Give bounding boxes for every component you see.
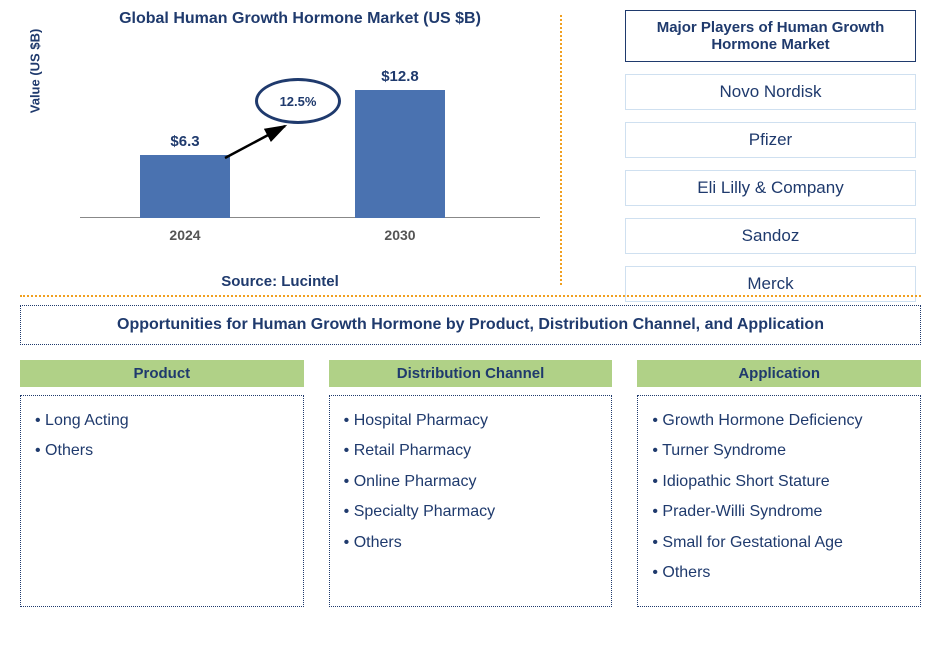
list-item: • Small for Gestational Age (652, 528, 906, 558)
x-label-2024: 2024 (140, 227, 230, 243)
list-item: • Turner Syndrome (652, 436, 906, 466)
chart-panel: Global Human Growth Hormone Market (US $… (0, 0, 600, 290)
players-panel: Major Players of Human Growth Hormone Ma… (600, 0, 941, 290)
bar-value-label: $12.8 (355, 68, 445, 85)
bar-value-label: $6.3 (140, 133, 230, 150)
opportunities-section: Opportunities for Human Growth Hormone b… (20, 305, 921, 607)
player-item: Eli Lilly & Company (625, 170, 916, 206)
product-column: Product • Long Acting • Others (20, 360, 304, 607)
bar-chart: Value (US $B) $6.3 2024 $12.8 2030 (80, 48, 580, 248)
bar-2030: $12.8 (355, 90, 445, 218)
distribution-column: Distribution Channel • Hospital Pharmacy… (329, 360, 613, 607)
list-item: • Others (652, 558, 906, 588)
player-item: Sandoz (625, 218, 916, 254)
column-body: • Long Acting • Others (20, 395, 304, 607)
horizontal-divider (20, 295, 921, 297)
x-label-2030: 2030 (355, 227, 445, 243)
list-item: • Specialty Pharmacy (344, 497, 598, 527)
list-item: • Long Acting (35, 406, 289, 436)
vertical-divider (560, 15, 562, 285)
list-item: • Prader-Willi Syndrome (652, 497, 906, 527)
application-column: Application • Growth Hormone Deficiency … (637, 360, 921, 607)
column-header: Product (20, 360, 304, 387)
column-body: • Growth Hormone Deficiency • Turner Syn… (637, 395, 921, 607)
growth-arrow-icon (220, 118, 300, 168)
bar-2024: $6.3 (140, 155, 230, 218)
list-item: • Growth Hormone Deficiency (652, 406, 906, 436)
list-item: • Others (344, 528, 598, 558)
list-item: • Others (35, 436, 289, 466)
column-body: • Hospital Pharmacy • Retail Pharmacy • … (329, 395, 613, 607)
chart-source: Source: Lucintel (0, 273, 560, 290)
opportunities-columns: Product • Long Acting • Others Distribut… (20, 360, 921, 607)
list-item: • Idiopathic Short Stature (652, 467, 906, 497)
player-item: Pfizer (625, 122, 916, 158)
player-item: Novo Nordisk (625, 74, 916, 110)
column-header: Distribution Channel (329, 360, 613, 387)
y-axis-label: Value (US $B) (28, 29, 43, 114)
list-item: • Retail Pharmacy (344, 436, 598, 466)
list-item: • Hospital Pharmacy (344, 406, 598, 436)
top-section: Global Human Growth Hormone Market (US $… (0, 0, 941, 290)
chart-title: Global Human Growth Hormone Market (US $… (20, 10, 580, 28)
column-header: Application (637, 360, 921, 387)
players-title: Major Players of Human Growth Hormone Ma… (625, 10, 916, 62)
growth-rate-value: 12.5% (280, 94, 317, 109)
list-item: • Online Pharmacy (344, 467, 598, 497)
opportunities-title: Opportunities for Human Growth Hormone b… (20, 305, 921, 345)
